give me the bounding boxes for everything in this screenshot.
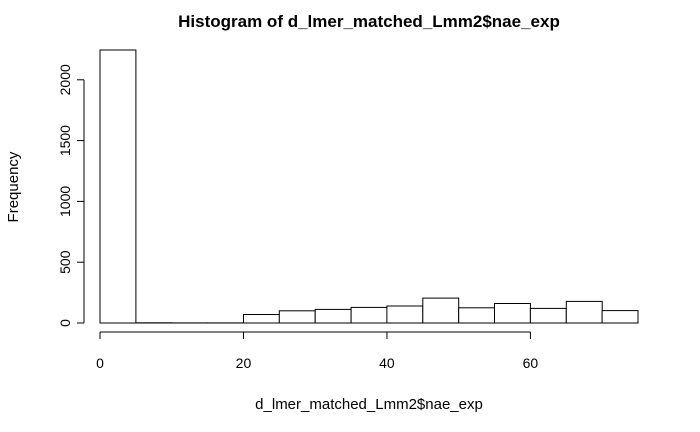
x-tick-label: 40 — [379, 355, 395, 371]
y-tick-label: 0 — [57, 319, 73, 327]
chart-title: Histogram of d_lmer_matched_Lmm2$nae_exp — [178, 12, 560, 31]
histogram-bar — [350, 306, 388, 324]
y-tick-label: 500 — [57, 250, 73, 274]
x-axis-label: d_lmer_matched_Lmm2$nae_exp — [255, 396, 483, 413]
x-tick-label: 60 — [523, 355, 539, 371]
x-axis: 0 20 40 60 — [96, 331, 539, 371]
histogram-bar — [601, 310, 639, 324]
histogram-bar — [494, 303, 531, 324]
y-tick-label: 2000 — [57, 64, 73, 95]
histogram-bar — [565, 300, 603, 324]
histogram-bar — [243, 314, 280, 324]
y-axis-label: Frequency — [5, 151, 22, 222]
histogram-bar — [314, 308, 352, 324]
x-tick-label: 20 — [236, 355, 252, 371]
bars-group — [99, 49, 639, 324]
y-axis: 0 500 1000 1500 2000 — [57, 64, 85, 327]
y-tick-label: 1000 — [57, 186, 73, 217]
histogram-bar — [386, 305, 424, 324]
histogram-bar — [422, 297, 460, 324]
histogram-bar — [278, 310, 316, 324]
x-tick-label: 0 — [96, 355, 104, 371]
y-tick-label: 1500 — [57, 125, 73, 156]
histogram-bar — [458, 307, 496, 324]
histogram-bar — [99, 49, 137, 324]
histogram-bar — [529, 307, 567, 324]
